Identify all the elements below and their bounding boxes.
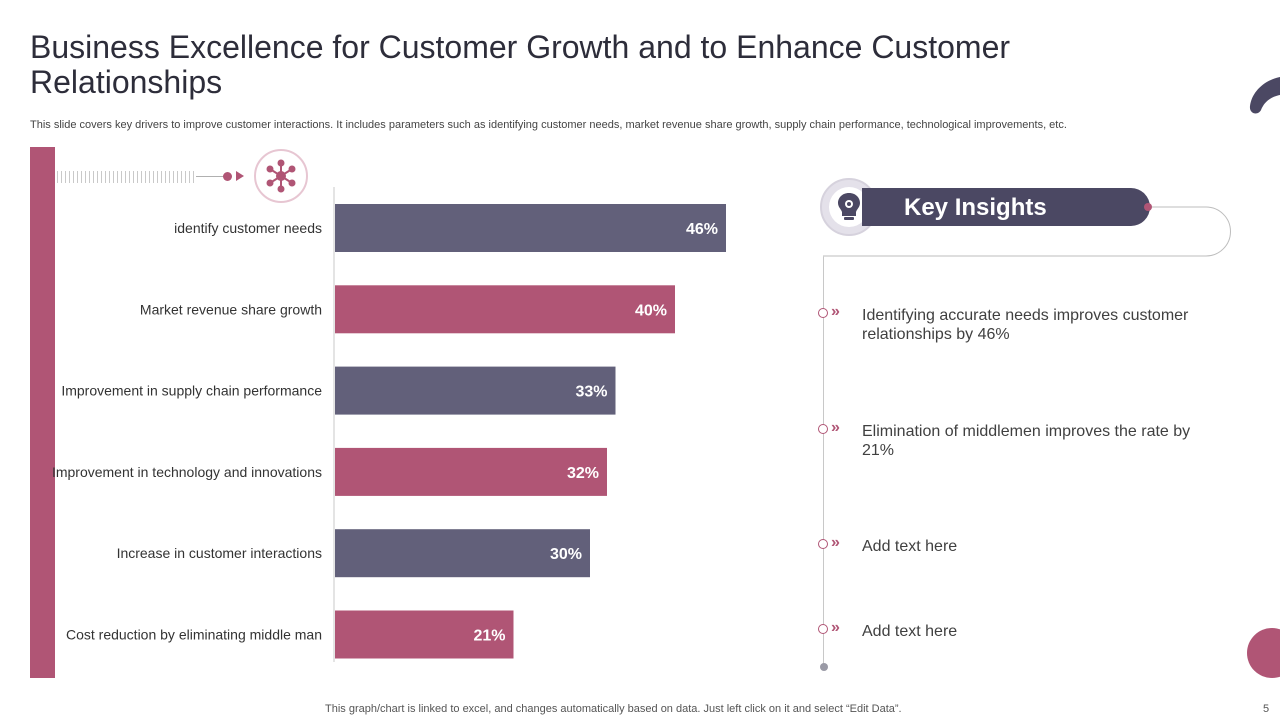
tick-dot <box>223 172 232 181</box>
insight-text: Add text here <box>862 623 958 640</box>
bar-value-label: 33% <box>575 384 607 401</box>
insights-timeline <box>823 257 824 667</box>
insights-heading: Key Insights <box>904 194 1047 221</box>
category-label: identify customer needs <box>174 220 322 236</box>
bar-value-label: 30% <box>550 546 582 563</box>
bar-value-label: 40% <box>635 302 667 319</box>
category-label: Improvement in technology and innovation… <box>52 464 322 480</box>
insights-connector-line <box>1140 203 1231 257</box>
insights-connector-tail <box>823 255 1143 257</box>
category-label: Improvement in supply chain performance <box>61 383 322 399</box>
page-number: 5 <box>1263 703 1270 715</box>
tick-ruler-decoration <box>57 171 197 183</box>
network-badge <box>254 149 308 203</box>
bar <box>335 285 675 334</box>
circle-decoration <box>1247 628 1280 678</box>
bar <box>335 447 607 496</box>
bar-value-label: 21% <box>473 628 505 645</box>
timeline-node <box>818 308 828 318</box>
bar-chart: 46% identify customer needs 40% Market reve… <box>52 187 726 662</box>
insight-text: Add text here <box>862 538 958 555</box>
accent-side-bar <box>30 147 55 678</box>
double-chevron-icon: » <box>831 619 840 636</box>
timeline-node <box>818 424 828 434</box>
timeline-node <box>818 624 828 634</box>
insight-text: Elimination of middlemen improves the ra… <box>862 423 1191 459</box>
network-icon <box>266 159 296 193</box>
hook-decoration-icon <box>1249 77 1280 114</box>
footer-note: This graph/chart is linked to excel, and… <box>325 703 902 715</box>
tick-connector-line <box>196 176 224 177</box>
timeline-end-dot <box>820 663 828 671</box>
double-chevron-icon: » <box>831 303 840 320</box>
page-title: Business Excellence for Customer Growth … <box>30 29 1011 100</box>
bar-value-label: 32% <box>567 465 599 482</box>
double-chevron-icon: » <box>831 419 840 436</box>
arrow-right-icon <box>236 171 244 181</box>
lightbulb-gear-icon <box>838 193 860 220</box>
double-chevron-icon: » <box>831 534 840 551</box>
bar <box>335 529 590 578</box>
category-label: Cost reduction by eliminating middle man <box>66 627 322 643</box>
bar <box>335 204 726 252</box>
bar-value-label: 46% <box>686 221 718 238</box>
category-label: Increase in customer interactions <box>117 545 322 561</box>
timeline-node <box>818 539 828 549</box>
page-subtitle: This slide covers key drivers to improve… <box>30 119 1067 131</box>
bar <box>335 610 514 659</box>
category-label: Market revenue share growth <box>140 301 322 317</box>
insight-text: Identifying accurate needs improves cust… <box>862 307 1189 343</box>
bar <box>335 366 616 415</box>
insights-heading-pill <box>862 188 1150 226</box>
